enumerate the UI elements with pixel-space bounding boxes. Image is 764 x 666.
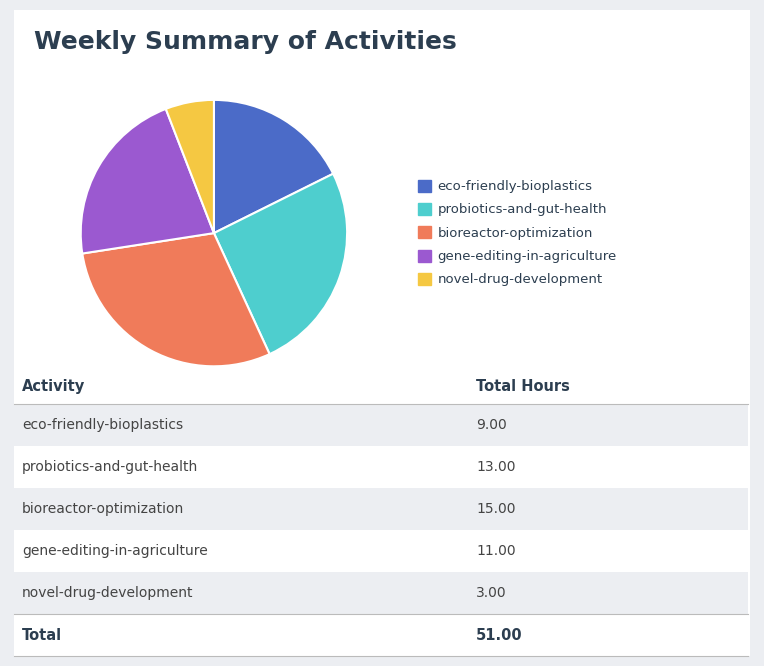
Text: 15.00: 15.00 [476, 502, 516, 516]
Text: 9.00: 9.00 [476, 418, 507, 432]
Wedge shape [166, 100, 214, 233]
FancyBboxPatch shape [14, 488, 748, 530]
Text: Total: Total [22, 627, 62, 643]
Wedge shape [214, 100, 333, 233]
Text: gene-editing-in-agriculture: gene-editing-in-agriculture [22, 544, 208, 558]
Text: novel-drug-development: novel-drug-development [22, 586, 193, 600]
Text: Activity: Activity [22, 379, 86, 394]
Text: 11.00: 11.00 [476, 544, 516, 558]
Text: probiotics-and-gut-health: probiotics-and-gut-health [22, 460, 198, 474]
Text: eco-friendly-bioplastics: eco-friendly-bioplastics [22, 418, 183, 432]
Wedge shape [214, 174, 347, 354]
Text: 13.00: 13.00 [476, 460, 516, 474]
Text: Weekly Summary of Activities: Weekly Summary of Activities [34, 30, 457, 54]
Text: bioreactor-optimization: bioreactor-optimization [22, 502, 184, 516]
FancyBboxPatch shape [14, 404, 748, 446]
Legend: eco-friendly-bioplastics, probiotics-and-gut-health, bioreactor-optimization, ge: eco-friendly-bioplastics, probiotics-and… [413, 176, 620, 290]
Wedge shape [83, 233, 270, 366]
Text: 51.00: 51.00 [476, 627, 523, 643]
Wedge shape [81, 109, 214, 254]
Text: Total Hours: Total Hours [476, 379, 570, 394]
Text: 3.00: 3.00 [476, 586, 507, 600]
FancyBboxPatch shape [14, 572, 748, 614]
